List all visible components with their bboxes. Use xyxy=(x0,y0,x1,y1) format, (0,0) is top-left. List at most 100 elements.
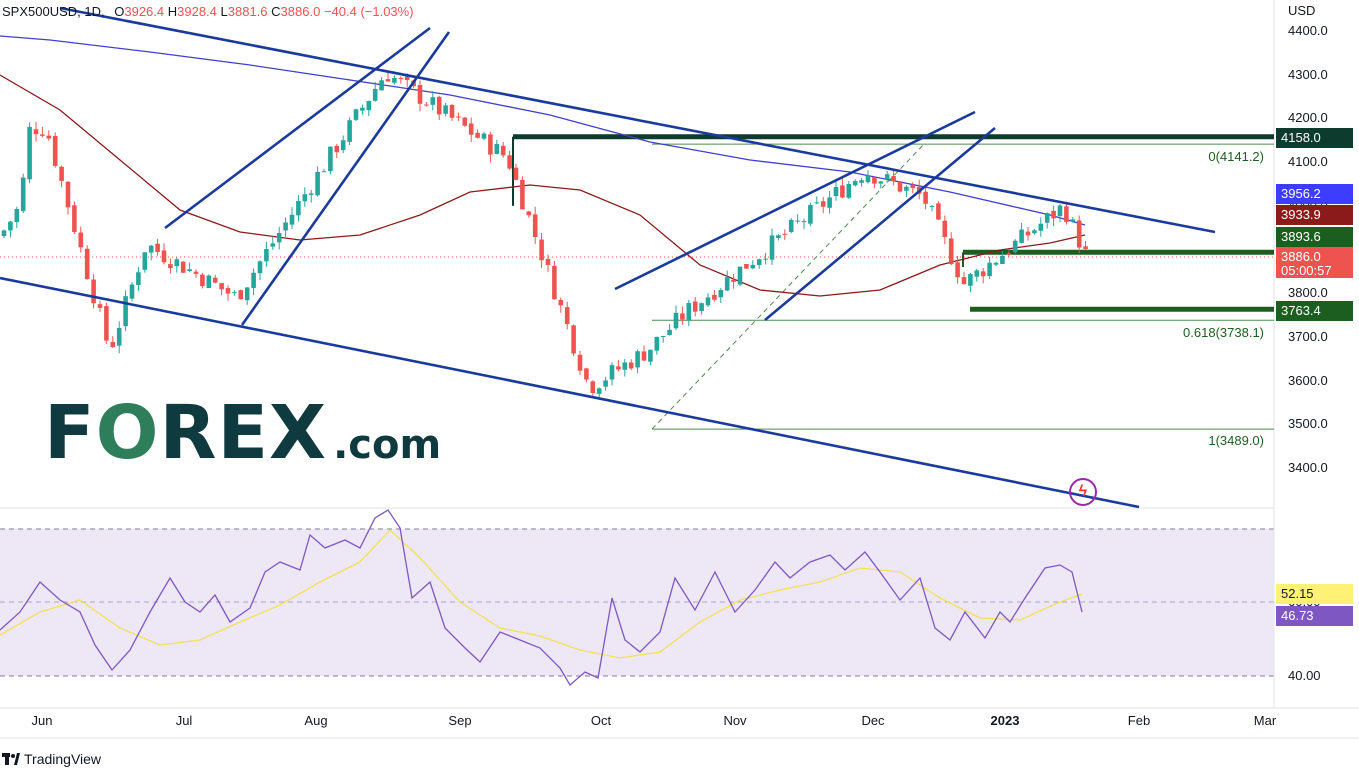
bar-countdown: 05:00:57 xyxy=(1276,263,1353,278)
candle-down xyxy=(731,279,736,282)
rising-wedge-upper xyxy=(164,26,431,230)
candle-down xyxy=(942,220,948,237)
candle-up xyxy=(635,351,640,368)
candle-up xyxy=(852,181,858,186)
candle-down xyxy=(46,135,52,139)
candle-down xyxy=(936,203,941,220)
candle-up xyxy=(443,105,448,114)
tradingview-logo-icon xyxy=(2,753,20,765)
candle-down xyxy=(628,362,634,369)
candle-up xyxy=(609,365,615,380)
candle-up xyxy=(795,220,800,222)
candle-up xyxy=(878,181,884,184)
logo-o: O xyxy=(95,390,160,476)
candle-down xyxy=(692,301,698,312)
candle-up xyxy=(206,275,212,289)
candle-down xyxy=(65,181,71,208)
candle-up xyxy=(1000,255,1005,265)
month-label: Mar xyxy=(1253,713,1277,728)
candle-down xyxy=(110,341,116,348)
candle-up xyxy=(686,303,692,320)
price-tick-label: 4300.0 xyxy=(1288,66,1328,82)
candle-up xyxy=(1019,229,1024,243)
high-value: 3928.4 xyxy=(177,4,217,19)
candle-up xyxy=(1032,230,1037,234)
change-value: −40.4 (−1.03%) xyxy=(323,4,414,19)
candle-down xyxy=(212,277,218,283)
candle-up xyxy=(430,97,436,105)
candle-down xyxy=(193,271,199,274)
tradingview-footer[interactable]: TradingView xyxy=(2,751,101,767)
candle-down xyxy=(891,176,896,182)
candle-down xyxy=(980,271,986,277)
candle-down xyxy=(462,117,468,126)
candle-down xyxy=(564,307,570,325)
lightning-icon[interactable]: ϟ xyxy=(1069,478,1097,506)
candle-up xyxy=(251,272,256,289)
rising-channel-lower xyxy=(764,127,996,321)
rsi-badge: 46.73 xyxy=(1276,606,1353,626)
candle-down xyxy=(219,283,224,290)
candle-up xyxy=(116,328,122,346)
candle-down xyxy=(424,104,429,106)
candle-down xyxy=(334,145,340,153)
channel-upper-trendline xyxy=(59,6,1216,234)
candle-up xyxy=(353,109,359,120)
candle-up xyxy=(884,174,890,180)
candle-up xyxy=(232,292,237,294)
candle-down xyxy=(552,265,557,300)
candle-up xyxy=(187,269,192,271)
candle-up xyxy=(136,272,141,286)
candle-up xyxy=(372,88,378,101)
candle-down xyxy=(385,79,391,82)
candle-down xyxy=(955,262,960,278)
close-value: 3886.0 xyxy=(280,4,321,19)
price-tick-label: 3500.0 xyxy=(1288,416,1328,432)
candle-up xyxy=(814,202,820,204)
price-tick-label: 3800.0 xyxy=(1288,285,1328,301)
candle-up xyxy=(296,200,301,216)
candle-up xyxy=(1057,205,1063,217)
level-high-badge: 4158.0 xyxy=(1276,128,1353,148)
currency-label[interactable]: USD xyxy=(1288,3,1316,18)
low-value: 3881.6 xyxy=(227,4,268,19)
candle-up xyxy=(654,336,660,351)
candle-up xyxy=(833,186,839,197)
candle-down xyxy=(1006,253,1012,255)
candle-up xyxy=(347,120,352,142)
candle-down xyxy=(436,96,442,115)
fib-1-label: 1(3489.0) xyxy=(1208,433,1264,448)
candle-down xyxy=(40,134,45,136)
candle-down xyxy=(72,205,77,233)
candle-up xyxy=(987,262,992,277)
candle-down xyxy=(52,135,58,166)
sma-red-badge: 3933.9 xyxy=(1276,205,1353,225)
candle-up xyxy=(366,101,372,111)
forex-logo: F O REX .com xyxy=(44,390,442,476)
candle-up xyxy=(315,171,320,196)
month-label: Nov xyxy=(723,713,747,728)
candle-up xyxy=(481,133,487,139)
candle-up xyxy=(596,388,602,394)
candle-down xyxy=(1064,206,1069,222)
symbol-label[interactable]: SPX500USD, 1D, xyxy=(2,4,105,19)
candle-up xyxy=(264,249,269,262)
candle-down xyxy=(59,166,64,181)
candle-down xyxy=(584,368,589,380)
candle-down xyxy=(417,84,423,104)
candle-down xyxy=(155,243,160,252)
candle-up xyxy=(1,230,7,237)
candle-down xyxy=(507,155,512,169)
candle-down xyxy=(910,184,916,189)
rsi-tick-label: 40.00 xyxy=(1288,667,1321,683)
candle-down xyxy=(641,351,647,361)
candle-up xyxy=(648,349,653,362)
candle-up xyxy=(776,235,781,238)
candle-up xyxy=(283,222,288,231)
price-tick-label: 3700.0 xyxy=(1288,328,1328,344)
candle-down xyxy=(1076,220,1082,248)
candle-up xyxy=(724,277,730,291)
last-price-badge: 3886.0 xyxy=(1276,247,1353,267)
candle-down xyxy=(680,313,685,320)
